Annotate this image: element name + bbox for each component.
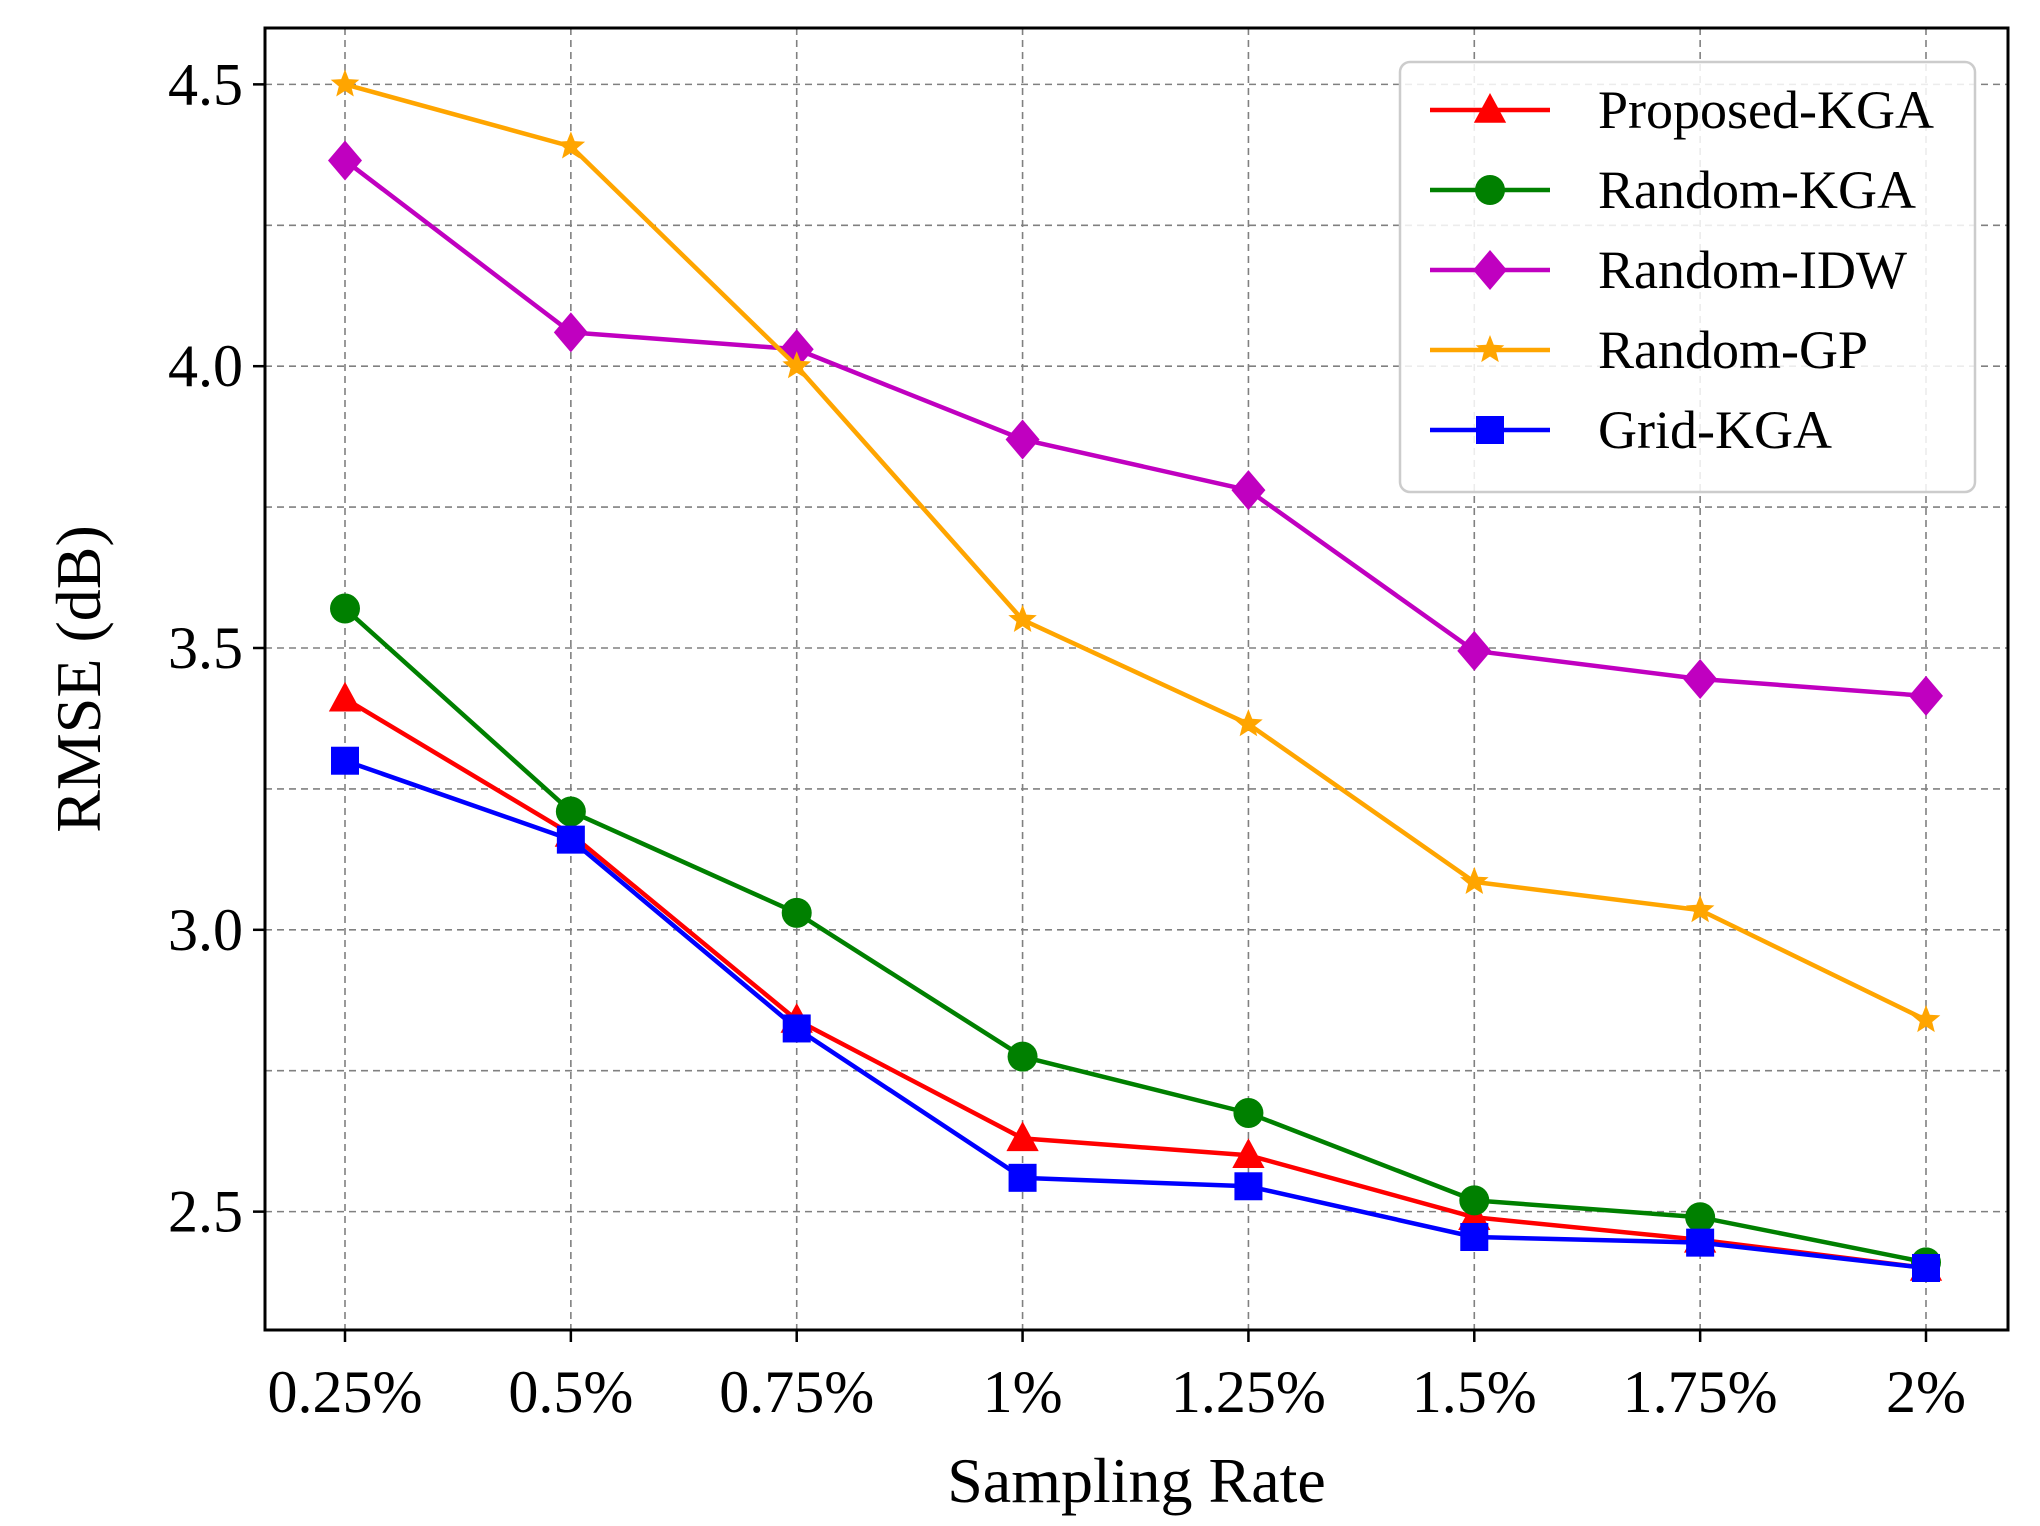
y-axis: 2.5 3.0 3.5 4.0 4.5: [168, 51, 265, 1245]
data-point-random-kga: [781, 897, 812, 928]
legend: Proposed-KGA Random-KGA Random-IDW Random-G…: [1398, 60, 1977, 494]
series-line-grid-kga: [344, 758, 1927, 1271]
x-tick-label: 1%: [983, 1359, 1063, 1425]
data-point-random-gp: [1685, 895, 1715, 923]
x-axis-label: Sampling Rate: [947, 1445, 1326, 1516]
data-point-grid-kga: [1008, 1163, 1037, 1192]
data-point-random-gp: [1234, 709, 1263, 737]
x-axis: 0.25% 0.5% 0.75% 1% 1.25% 1.5% 1.75% 2%: [268, 1330, 1966, 1425]
data-point-random-idw: [1005, 419, 1040, 460]
data-point-random-gp: [1460, 866, 1489, 894]
legend-marker: [1473, 93, 1507, 123]
legend-label: Random-KGA: [1598, 160, 1916, 220]
legend-label: Random-GP: [1598, 320, 1868, 380]
legend-label: Proposed-KGA: [1598, 80, 1934, 140]
data-point-random-idw: [1683, 659, 1718, 699]
series-line-proposed-kga: [343, 696, 1927, 1271]
legend-label: Grid-KGA: [1598, 400, 1832, 460]
legend-item-random-idw: Random-IDW: [1430, 240, 1907, 300]
data-point-grid-kga: [331, 746, 359, 775]
x-tick-label: 1.25%: [1171, 1359, 1326, 1425]
x-tick-label: 0.5%: [508, 1359, 633, 1425]
y-tick-label: 3.5: [168, 615, 243, 681]
data-point-random-idw: [553, 312, 588, 353]
data-point-random-gp: [330, 69, 360, 97]
y-tick-label: 2.5: [168, 1179, 243, 1245]
data-point-random-idw: [1457, 630, 1492, 671]
data-point-grid-kga: [1912, 1254, 1940, 1282]
data-point-grid-kga: [782, 1014, 811, 1043]
data-point-random-kga: [330, 593, 360, 624]
data-point-proposed-kga: [1006, 1121, 1039, 1152]
data-point-grid-kga: [1460, 1223, 1489, 1251]
series-layer: [328, 69, 1943, 1282]
x-tick-label: 1.75%: [1623, 1359, 1778, 1425]
data-point-random-kga: [1459, 1185, 1490, 1216]
data-point-random-idw: [328, 140, 362, 181]
data-point-random-kga: [1233, 1098, 1264, 1128]
series-random-idw: [328, 140, 1943, 716]
x-tick-label: 0.25%: [268, 1359, 423, 1425]
y-tick-label: 3.0: [168, 897, 243, 963]
legend-item-random-gp: Random-GP: [1430, 320, 1868, 380]
series-random-gp: [330, 69, 1941, 1033]
data-point-random-gp: [1008, 604, 1037, 632]
legend-marker: [1475, 335, 1505, 363]
data-point-random-idw: [1909, 675, 1943, 716]
plot-frame: [263, 26, 2010, 1332]
series-random-kga: [330, 593, 1941, 1278]
data-point-random-kga: [1685, 1202, 1716, 1233]
data-point-random-gp: [556, 131, 586, 159]
series-line-random-idw: [343, 158, 1927, 699]
x-tick-label: 0.75%: [719, 1359, 874, 1425]
legend-marker: [1473, 250, 1507, 290]
legend-marker: [1475, 175, 1505, 205]
legend-marker: [1476, 416, 1504, 444]
legend-item-random-kga: Random-KGA: [1430, 160, 1916, 220]
data-point-proposed-kga: [1232, 1138, 1265, 1169]
data-point-random-gp: [782, 351, 811, 379]
data-point-random-kga: [555, 796, 586, 827]
data-point-proposed-kga: [328, 681, 362, 712]
data-point-random-idw: [1231, 470, 1266, 511]
x-tick-label: 2%: [1886, 1359, 1966, 1425]
series-line-random-gp: [344, 82, 1927, 1023]
x-tick-label: 1.5%: [1412, 1359, 1537, 1425]
data-point-random-gp: [1911, 1005, 1941, 1033]
legend-item-grid-kga: Grid-KGA: [1430, 400, 1832, 460]
data-point-grid-kga: [1234, 1172, 1263, 1201]
data-point-random-kga: [1007, 1041, 1038, 1072]
y-tick-label: 4.0: [168, 333, 243, 399]
legend-item-proposed-kga: Proposed-KGA: [1430, 80, 1934, 140]
legend-box: [1398, 60, 1977, 494]
y-axis-label: RMSE (dB): [43, 525, 114, 833]
series-line-random-kga: [343, 606, 1927, 1265]
y-tick-label: 4.5: [168, 51, 243, 117]
data-point-grid-kga: [556, 825, 585, 854]
legend-label: Random-IDW: [1598, 240, 1907, 300]
data-point-grid-kga: [1686, 1228, 1715, 1257]
series-grid-kga: [331, 746, 1940, 1282]
